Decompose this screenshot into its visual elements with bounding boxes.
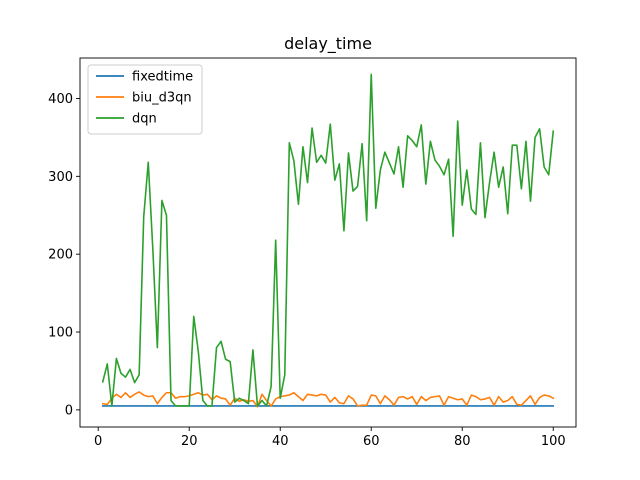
- plot-area: [101, 73, 555, 408]
- x-tick-label: 20: [181, 434, 198, 449]
- axes: 0 20 40 60 80 100 0 100 200 300 400: [48, 57, 577, 449]
- x-tick-label: 80: [454, 434, 471, 449]
- axes-frame: [79, 57, 577, 428]
- y-tick-label: 400: [48, 92, 73, 107]
- legend-label-fixedtime: fixedtime: [132, 70, 193, 85]
- y-tick-label: 300: [48, 170, 73, 185]
- y-tick-label: 0: [65, 403, 73, 418]
- y-tick-label: 200: [48, 248, 73, 263]
- series-line-biu_d3qn: [101, 391, 555, 408]
- x-tick-label: 40: [272, 434, 289, 449]
- x-tick-label: 60: [363, 434, 380, 449]
- series-line-dqn: [101, 73, 555, 407]
- x-tick-label: 0: [94, 434, 102, 449]
- legend-label-biu_d3qn: biu_d3qn: [132, 91, 192, 106]
- legend-label-dqn: dqn: [132, 112, 157, 127]
- x-tick-label: 100: [541, 434, 566, 449]
- legend-box: [87, 64, 203, 135]
- y-tick-label: 100: [48, 326, 73, 341]
- chart-title: delay_time: [284, 34, 372, 54]
